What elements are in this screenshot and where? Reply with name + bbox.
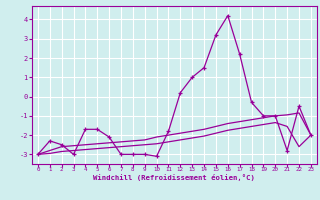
- X-axis label: Windchill (Refroidissement éolien,°C): Windchill (Refroidissement éolien,°C): [93, 174, 255, 181]
